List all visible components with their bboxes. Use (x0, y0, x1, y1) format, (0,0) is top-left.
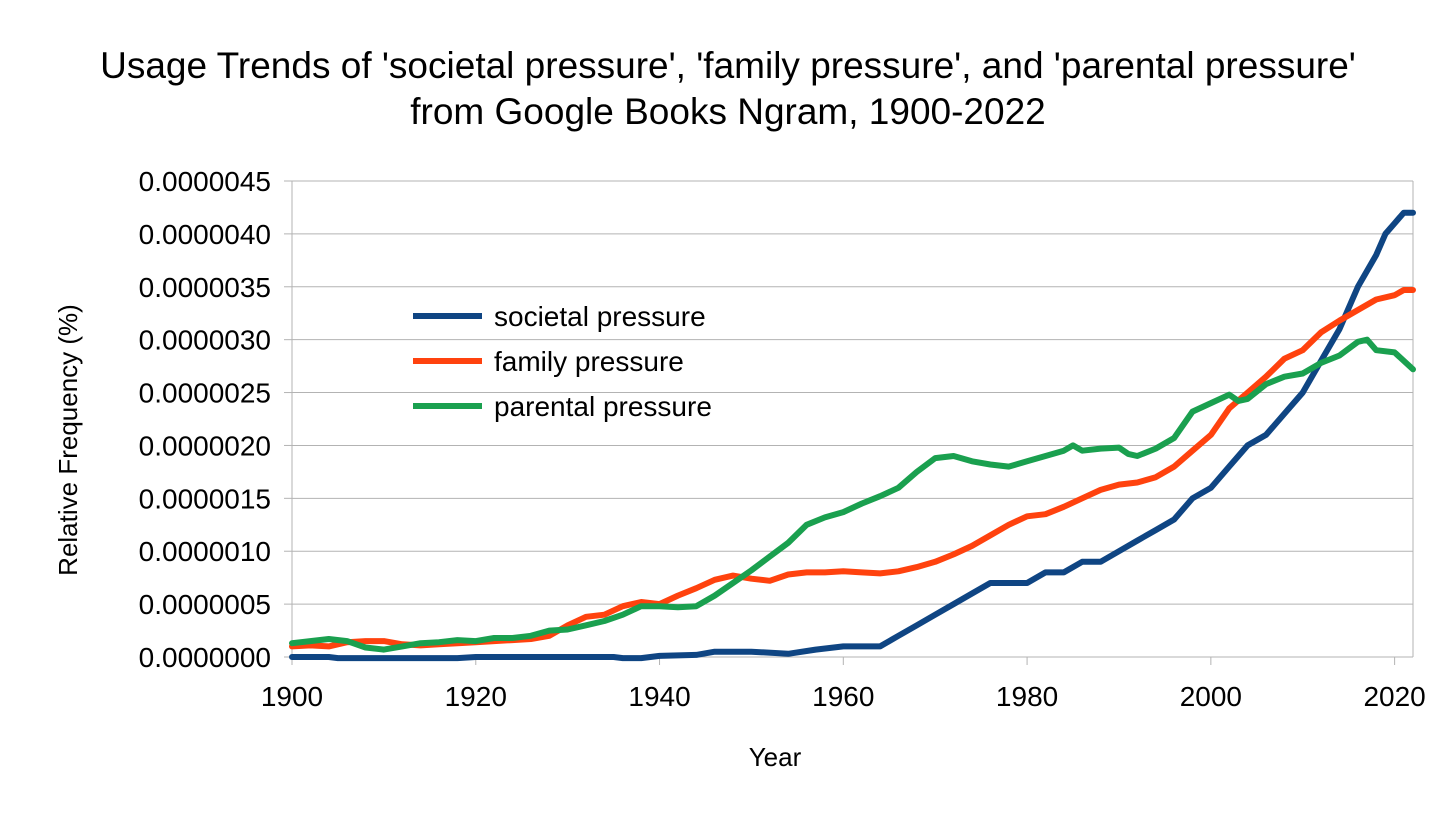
y-tick-label: 0.0000045 (139, 166, 271, 197)
y-tick-label: 0.0000035 (139, 272, 271, 303)
y-tick-label: 0.0000040 (139, 219, 271, 250)
x-tick-label: 2020 (1363, 681, 1425, 712)
x-tick-label: 1980 (996, 681, 1058, 712)
chart-subtitle: from Google Books Ngram, 1900-2022 (410, 91, 1046, 132)
legend-label: parental pressure (494, 391, 712, 422)
series-line-parental-pressure (289, 336, 1416, 653)
legend-label: family pressure (494, 346, 684, 377)
y-tick-label: 0.0000005 (139, 589, 271, 620)
x-tick-label: 2000 (1180, 681, 1242, 712)
x-tick-label: 1920 (445, 681, 507, 712)
axes: 0.0000000 0.0000005 0.0000010 0.0000015 0.00… (139, 166, 1426, 712)
x-tick-label: 1940 (628, 681, 690, 712)
y-tick-label: 0.0000030 (139, 325, 271, 356)
legend: societal pressure family pressure parental… (413, 301, 712, 422)
y-axis-label: Relative Frequency (%) (53, 304, 83, 576)
series-line-family-pressure (289, 287, 1416, 650)
gridlines (292, 180, 1413, 658)
chart-title: Usage Trends of 'societal pressure', 'fa… (100, 45, 1356, 86)
y-tick-label: 0.0000010 (139, 536, 271, 567)
x-axis-label: Year (749, 742, 802, 772)
y-tick-label: 0.0000000 (139, 642, 271, 673)
y-tick-label: 0.0000025 (139, 378, 271, 409)
y-tick-label: 0.0000020 (139, 430, 271, 461)
x-tick-label: 1900 (261, 681, 323, 712)
series-line-societal-pressure (289, 209, 1416, 662)
legend-label: societal pressure (494, 301, 706, 332)
series-lines (289, 209, 1416, 662)
x-tick-label: 1960 (812, 681, 874, 712)
y-tick-label: 0.0000015 (139, 483, 271, 514)
